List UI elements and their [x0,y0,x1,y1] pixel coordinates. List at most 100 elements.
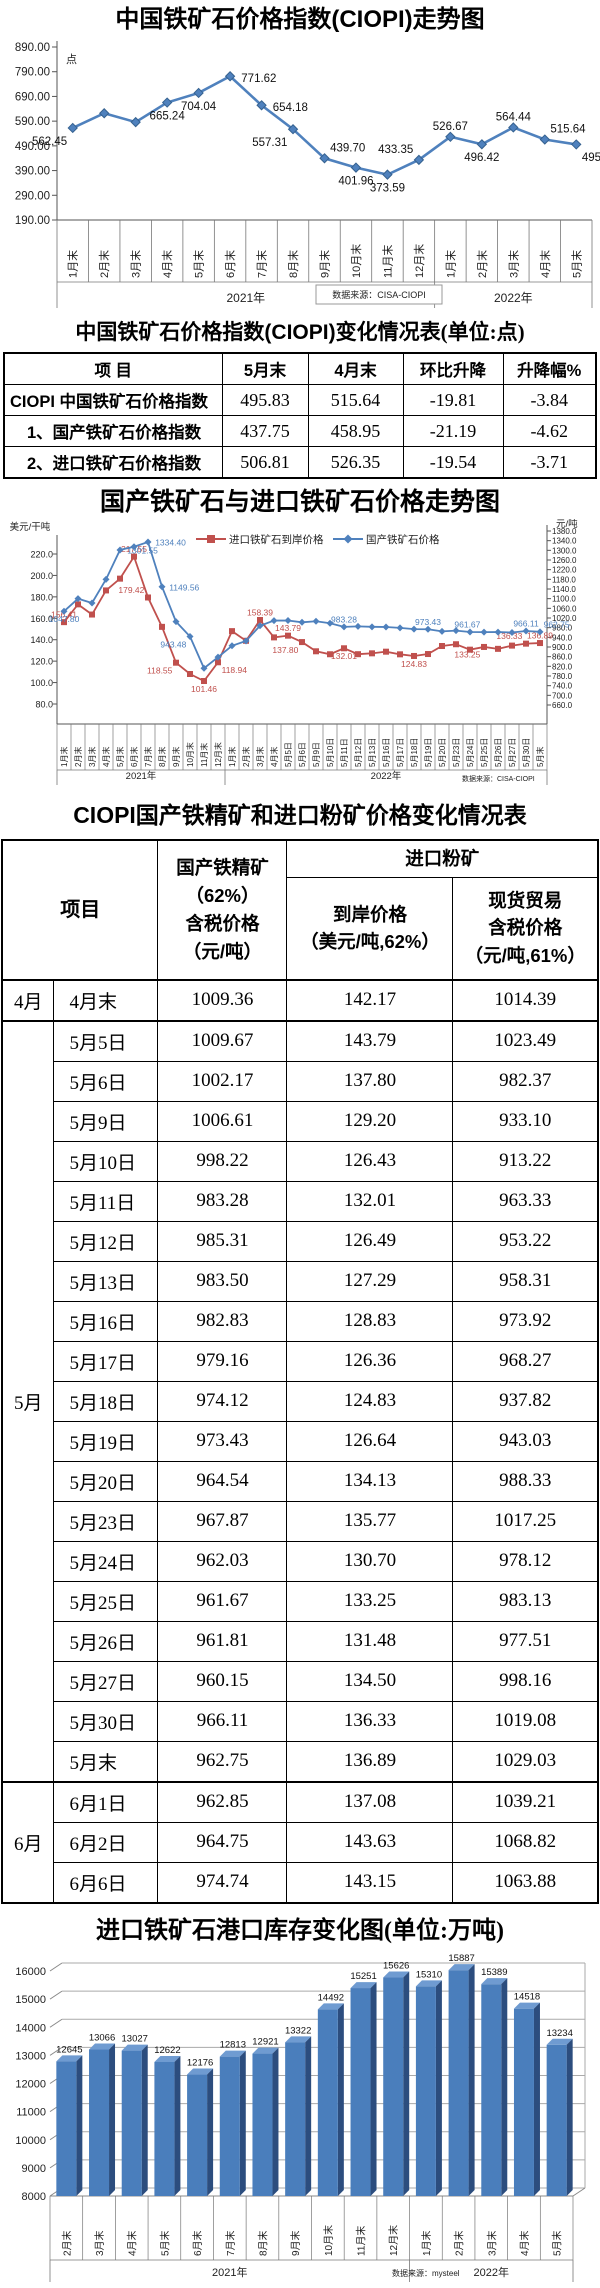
svg-text:740.0: 740.0 [552,682,573,691]
svg-text:5月18日: 5月18日 [410,738,419,767]
cell-value: 1009.36 [157,978,288,1021]
svg-text:13066: 13066 [89,2032,115,2043]
svg-text:15389: 15389 [481,1967,507,1978]
svg-text:2022年: 2022年 [494,291,533,305]
table-row: 5月16日 982.83 128.83 973.92 [2,1300,599,1342]
svg-text:4月末: 4月末 [101,747,111,767]
table-row: 5月6日 1002.17 137.80 982.37 [2,1060,599,1102]
cell-value: 133.25 [286,1580,454,1622]
cell-value: 983.28 [157,1180,288,1222]
date-label: 5月9日 [53,1100,159,1142]
cell-value: 974.12 [157,1380,288,1422]
chart2-legend: 进口铁矿石到岸价格 国产铁矿石价格 [196,533,440,546]
row-label: 1、国产铁矿石价格指数 [3,415,223,447]
svg-text:15310: 15310 [416,1969,442,1980]
svg-text:557.31: 557.31 [252,137,287,149]
svg-text:180.0: 180.0 [30,592,53,602]
svg-text:190.00: 190.00 [15,215,50,227]
svg-text:7月末: 7月末 [255,250,269,278]
cell-value: 982.83 [157,1300,288,1342]
svg-text:654.18: 654.18 [273,102,308,114]
cell-value: 962.85 [157,1780,288,1823]
svg-text:158.39: 158.39 [247,608,273,618]
cell-value: 143.63 [286,1821,454,1863]
svg-text:890.00: 890.00 [15,42,50,54]
cell-value: 961.81 [157,1620,288,1662]
svg-text:4月末: 4月末 [538,250,552,278]
table2-header-row-2: 到岸价格 （美元/吨,62%） 现货贸易 含税价格 （元/吨,61%） [2,877,599,980]
svg-text:900.0: 900.0 [552,643,573,652]
svg-text:15887: 15887 [448,1953,474,1964]
date-label: 5月26日 [53,1620,159,1662]
cell-value: 506.81 [221,446,309,479]
svg-text:5月20日: 5月20日 [438,738,447,767]
svg-text:120.0: 120.0 [30,657,53,667]
svg-text:15000: 15000 [15,1994,46,2006]
month-group-label: 5月 [1,1019,55,1782]
svg-text:690.00: 690.00 [15,91,50,103]
svg-text:780.0: 780.0 [552,672,573,681]
table-row: 6月 6月1日 962.85 137.08 1039.21 [1,1780,599,1903]
cell-value: 135.77 [286,1500,454,1542]
svg-text:1100.0: 1100.0 [552,595,576,604]
cell-value: 1063.88 [452,1861,599,1903]
table-row: 6月2日 964.75 143.63 1068.82 [2,1821,599,1863]
svg-text:14518: 14518 [514,1991,540,2002]
cell-value: 960.15 [157,1660,288,1702]
cell-value: -3.84 [502,384,597,416]
cell-value: 128.83 [286,1300,454,1342]
cell-value: 458.95 [307,415,404,447]
cell-value: 982.37 [452,1060,599,1102]
month-group-label: 4月 [1,978,55,1021]
svg-text:3月末: 3月末 [129,250,143,278]
svg-text:美元/干吨: 美元/干吨 [10,521,51,533]
date-label: 6月2日 [53,1821,159,1863]
svg-text:860.0: 860.0 [552,653,573,662]
cell-value: 1029.03 [452,1740,599,1782]
svg-text:3月末: 3月末 [506,250,520,278]
port-inventory-bar-chart: 8000 9000 10000 11000 12000 13000 14000 15000 16… [15,1953,586,2282]
svg-text:5月末: 5月末 [569,250,583,278]
svg-text:12月末: 12月末 [213,742,223,767]
svg-text:1月末: 1月末 [66,250,80,278]
svg-text:7月末: 7月末 [224,2230,237,2256]
svg-text:1380.0: 1380.0 [552,527,577,536]
table-row: 5月27日 960.15 134.50 998.16 [2,1660,599,1702]
svg-text:1260.0: 1260.0 [552,556,577,565]
svg-text:439.70: 439.70 [330,142,365,154]
svg-text:9月末: 9月末 [171,747,181,767]
svg-text:4月末: 4月末 [160,250,174,278]
chart2-series-0: 156.41217.55179.42118.55101.46118.94158.… [51,544,553,694]
cell-value: 958.31 [452,1260,599,1302]
svg-text:495.83: 495.83 [582,152,600,164]
svg-text:290.00: 290.00 [15,190,50,202]
svg-text:101.46: 101.46 [191,684,217,694]
svg-text:3月末: 3月末 [255,747,265,767]
svg-text:2月末: 2月末 [97,250,111,278]
svg-text:1149.56: 1149.56 [169,582,199,592]
svg-text:140.0: 140.0 [30,635,53,645]
svg-text:5月5日: 5月5日 [284,742,293,767]
svg-text:5月27日: 5月27日 [508,738,517,767]
svg-text:496.42: 496.42 [464,152,499,164]
svg-text:790.00: 790.00 [15,67,50,79]
ciopi-index-trend-chart: 190.00 290.00 390.00 490.00 590.00 690.00 790.… [15,41,600,308]
cell-value: 963.33 [452,1180,599,1222]
cell-value: 515.64 [307,384,404,416]
date-label: 5月25日 [53,1580,159,1622]
cell-value: 978.12 [452,1540,599,1582]
svg-text:660.0: 660.0 [552,701,573,710]
cell-value: 962.75 [157,1740,288,1782]
table-row: 2、进口铁矿石价格指数 506.81 526.35 -19.54 -3.71 [3,446,597,479]
svg-text:1180.0: 1180.0 [552,575,576,584]
svg-text:11000: 11000 [16,2106,46,2118]
cell-value: 1014.39 [452,978,599,1021]
table1-title-unit: (单位:点) [440,320,525,344]
price-detail-table: 项目 国产铁精矿 （62%） 含税价格 （元/吨） 进口粉矿 到岸价格 （美元/吨,6… [0,839,599,1904]
cell-value: 961.67 [157,1580,288,1622]
table-row: 4月 4月末 1009.36 142.17 1014.39 [1,978,599,1021]
svg-text:5月末: 5月末 [192,250,206,278]
svg-text:771.62: 771.62 [241,73,276,85]
svg-text:966.11: 966.11 [513,619,539,629]
cell-value: 988.33 [452,1460,599,1502]
